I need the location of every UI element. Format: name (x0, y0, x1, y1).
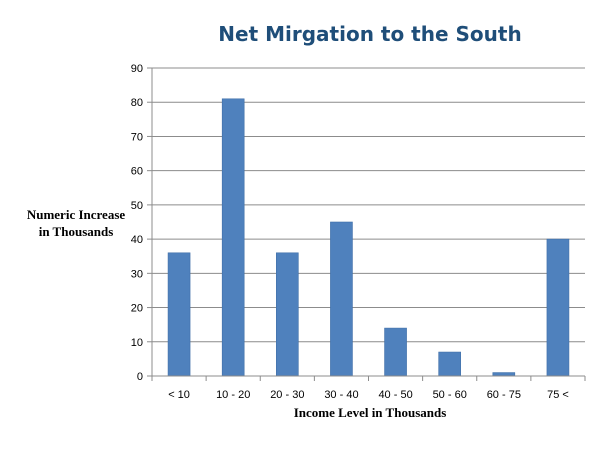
x-tick-label: 10 - 20 (216, 389, 250, 401)
x-tick-label: 30 - 40 (324, 389, 358, 401)
chart-title: Net Mirgation to the South (218, 22, 522, 46)
bar (330, 221, 353, 377)
x-tick-label: 20 - 30 (270, 389, 304, 401)
y-axis-label-line-1: Numeric Increase (26, 207, 126, 222)
bar (276, 252, 299, 377)
bar (167, 252, 191, 377)
y-axis-label-line-2: in Thousands (38, 224, 114, 239)
bar (384, 327, 407, 377)
y-tick-label: 90 (131, 63, 143, 75)
y-tick-label: 30 (131, 268, 143, 280)
bar (221, 98, 245, 377)
y-tick-label: 10 (131, 337, 143, 349)
bar (492, 372, 516, 377)
x-tick-label: 40 - 50 (378, 389, 412, 401)
x-axis-label: Income Level in Thousands (293, 405, 447, 420)
x-tick-label: 50 - 60 (433, 389, 467, 401)
x-tick-label: < 10 (168, 389, 190, 401)
y-tick-label: 20 (131, 303, 143, 315)
bar (438, 351, 461, 377)
bar (546, 238, 570, 377)
x-tick-label: 75 < (547, 389, 569, 401)
y-tick-label: 70 (131, 131, 143, 143)
y-tick-label: 80 (131, 97, 143, 109)
y-tick-label: 0 (137, 371, 143, 383)
y-tick-label: 40 (131, 234, 143, 246)
y-axis-label: Numeric Increase in Thousands (8, 206, 144, 240)
y-tick-label: 50 (131, 200, 143, 212)
y-tick-label: 60 (131, 166, 143, 178)
x-tick-label: 60 - 75 (487, 389, 521, 401)
